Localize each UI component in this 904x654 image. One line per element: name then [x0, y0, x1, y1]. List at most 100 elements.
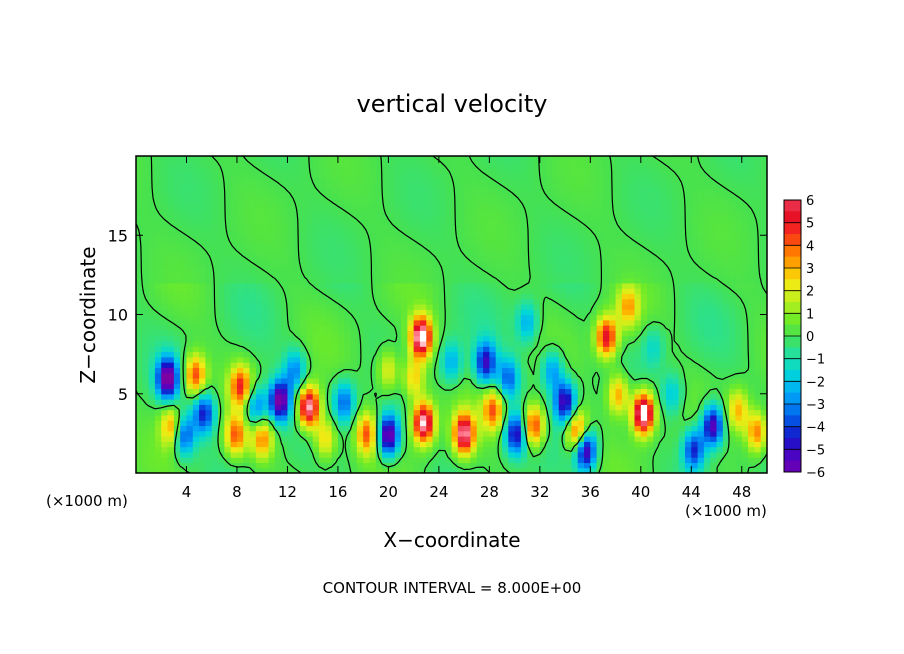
heatmap-cell	[344, 309, 352, 316]
heatmap-cell	[489, 272, 497, 279]
heatmap-cell	[596, 277, 604, 284]
heatmap-cell	[697, 425, 705, 432]
heatmap-cell	[527, 340, 535, 347]
heatmap-cell	[401, 235, 408, 242]
heatmap-cell	[337, 425, 345, 432]
heatmap-cell	[710, 457, 718, 464]
heatmap-cell	[464, 229, 472, 236]
heatmap-cell	[325, 240, 333, 247]
heatmap-cell	[312, 346, 320, 353]
heatmap-cell	[571, 446, 579, 453]
heatmap-cell	[760, 372, 767, 379]
heatmap-cell	[331, 309, 339, 316]
heatmap-cell	[249, 303, 257, 310]
heatmap-cell	[426, 420, 434, 427]
heatmap-cell	[501, 346, 509, 353]
heatmap-cell	[533, 325, 541, 331]
heatmap-cell	[243, 229, 251, 236]
heatmap-cell	[722, 266, 730, 273]
heatmap-cell	[558, 272, 566, 279]
heatmap-cell	[508, 467, 516, 473]
heatmap-cell	[501, 293, 509, 300]
heatmap-cell	[419, 367, 427, 374]
heatmap-cell	[388, 446, 396, 453]
heatmap-cell	[154, 277, 162, 284]
heatmap-cell	[419, 346, 427, 353]
heatmap-cell	[331, 362, 339, 368]
heatmap-cell	[281, 330, 289, 337]
heatmap-cell	[287, 399, 295, 405]
heatmap-cell	[224, 351, 232, 358]
heatmap-cell	[394, 362, 402, 368]
heatmap-cell	[653, 451, 661, 458]
heatmap-cell	[350, 298, 358, 305]
heatmap-cell	[716, 404, 724, 411]
heatmap-cell	[672, 356, 680, 363]
heatmap-cell	[647, 457, 655, 464]
heatmap-cell	[331, 219, 339, 226]
heatmap-cell	[236, 372, 244, 379]
heatmap-cell	[325, 309, 333, 316]
heatmap-cell	[520, 393, 528, 400]
heatmap-cell	[703, 362, 711, 368]
heatmap-cell	[350, 404, 358, 411]
heatmap-cell	[489, 251, 497, 257]
heatmap-cell	[426, 208, 434, 215]
heatmap-cell	[312, 377, 320, 384]
heatmap-cell	[287, 293, 295, 300]
heatmap-cell	[388, 277, 396, 284]
heatmap-cell	[369, 266, 377, 273]
heatmap-cell	[413, 436, 421, 442]
heatmap-cell	[729, 388, 737, 395]
heatmap-cell	[451, 319, 459, 326]
heatmap-cell	[590, 282, 598, 289]
heatmap-cell	[262, 399, 270, 405]
heatmap-cell	[716, 309, 724, 316]
heatmap-cell	[287, 277, 295, 284]
heatmap-cell	[691, 372, 699, 379]
heatmap-cell	[464, 298, 472, 305]
heatmap-cell	[154, 224, 162, 231]
heatmap-cell	[382, 362, 389, 368]
heatmap-cell	[230, 414, 238, 421]
heatmap-cell	[716, 219, 724, 226]
heatmap-cell	[369, 462, 377, 469]
heatmap-cell	[483, 272, 490, 279]
heatmap-cell	[577, 351, 585, 358]
heatmap-cell	[268, 399, 276, 405]
heatmap-cell	[647, 436, 655, 442]
heatmap-cell	[413, 383, 421, 390]
heatmap-cell	[375, 224, 383, 231]
heatmap-cell	[274, 383, 282, 390]
heatmap-cell	[628, 436, 636, 442]
heatmap-cell	[533, 436, 541, 442]
heatmap-cell	[236, 208, 244, 215]
heatmap-cell	[609, 325, 617, 331]
heatmap-cell	[205, 399, 213, 405]
heatmap-cell	[470, 335, 478, 342]
heatmap-cell	[243, 208, 251, 215]
heatmap-cell	[615, 457, 623, 464]
heatmap-cell	[457, 404, 465, 411]
heatmap-cell	[760, 314, 767, 321]
heatmap-cell	[571, 298, 579, 305]
heatmap-cell	[262, 208, 270, 215]
heatmap-cell	[615, 362, 623, 368]
heatmap-cell	[634, 298, 642, 305]
heatmap-cell	[369, 240, 377, 247]
heatmap-cell	[388, 251, 396, 257]
heatmap-cell	[154, 235, 162, 242]
heatmap-cell	[584, 314, 591, 321]
heatmap-cell	[577, 251, 585, 257]
heatmap-cell	[703, 388, 711, 395]
heatmap-cell	[615, 388, 623, 395]
heatmap-cell	[558, 293, 566, 300]
heatmap-cell	[419, 414, 427, 421]
heatmap-cell	[318, 277, 326, 284]
heatmap-cell	[438, 362, 446, 368]
heatmap-cell	[552, 325, 560, 331]
heatmap-cell	[148, 314, 156, 321]
heatmap-cell	[691, 457, 699, 464]
heatmap-cell	[697, 214, 705, 220]
heatmap-cell	[312, 335, 320, 342]
